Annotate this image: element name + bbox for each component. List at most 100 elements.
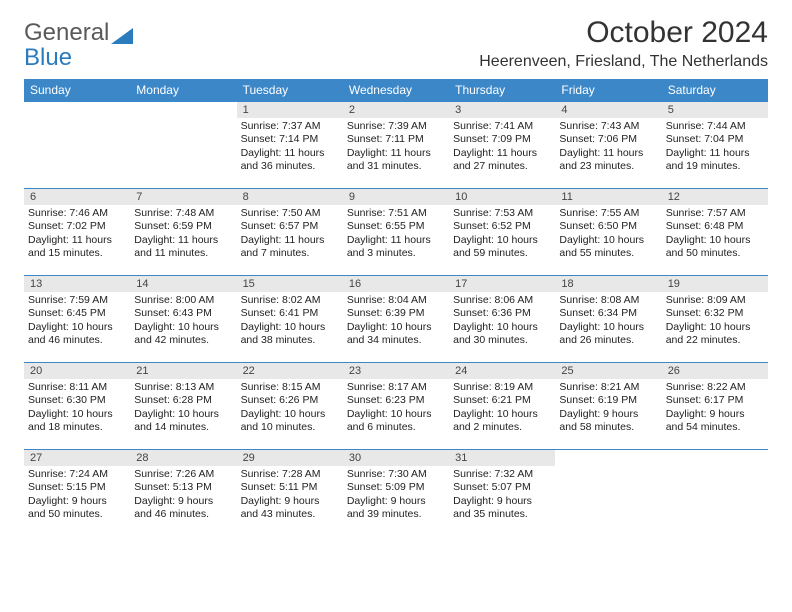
- day-header: Monday: [130, 79, 236, 102]
- calendar-cell: 7Sunrise: 7:48 AMSunset: 6:59 PMDaylight…: [130, 189, 236, 276]
- day-line: and 50 minutes.: [28, 508, 126, 521]
- calendar-cell: 30Sunrise: 7:30 AMSunset: 5:09 PMDayligh…: [343, 450, 449, 537]
- day-number: 22: [237, 363, 343, 379]
- day-line: Sunset: 6:23 PM: [347, 394, 445, 407]
- calendar-cell: 5Sunrise: 7:44 AMSunset: 7:04 PMDaylight…: [662, 102, 768, 189]
- day-line: Sunrise: 7:53 AM: [453, 207, 551, 220]
- calendar-cell: 1Sunrise: 7:37 AMSunset: 7:14 PMDaylight…: [237, 102, 343, 189]
- day-line: Daylight: 10 hours: [666, 321, 764, 334]
- day-line: and 11 minutes.: [134, 247, 232, 260]
- day-line: Sunset: 6:52 PM: [453, 220, 551, 233]
- day-line: Daylight: 9 hours: [559, 408, 657, 421]
- calendar-cell: 2Sunrise: 7:39 AMSunset: 7:11 PMDaylight…: [343, 102, 449, 189]
- day-content: Sunrise: 7:30 AMSunset: 5:09 PMDaylight:…: [343, 466, 449, 526]
- day-content: Sunrise: 7:53 AMSunset: 6:52 PMDaylight:…: [449, 205, 555, 265]
- day-number: 25: [555, 363, 661, 379]
- day-line: Sunset: 6:26 PM: [241, 394, 339, 407]
- day-line: and 34 minutes.: [347, 334, 445, 347]
- day-line: Daylight: 9 hours: [241, 495, 339, 508]
- day-line: Sunset: 6:59 PM: [134, 220, 232, 233]
- calendar-cell: 15Sunrise: 8:02 AMSunset: 6:41 PMDayligh…: [237, 276, 343, 363]
- calendar-cell: [130, 102, 236, 189]
- day-content: Sunrise: 8:22 AMSunset: 6:17 PMDaylight:…: [662, 379, 768, 439]
- day-content: Sunrise: 8:19 AMSunset: 6:21 PMDaylight:…: [449, 379, 555, 439]
- day-line: Daylight: 9 hours: [453, 495, 551, 508]
- day-line: Sunrise: 7:57 AM: [666, 207, 764, 220]
- day-content: Sunrise: 8:06 AMSunset: 6:36 PMDaylight:…: [449, 292, 555, 352]
- day-line: and 55 minutes.: [559, 247, 657, 260]
- day-line: Daylight: 11 hours: [134, 234, 232, 247]
- day-content: [24, 118, 130, 124]
- day-content: [130, 118, 236, 124]
- day-number: 20: [24, 363, 130, 379]
- day-line: and 10 minutes.: [241, 421, 339, 434]
- day-content: Sunrise: 7:46 AMSunset: 7:02 PMDaylight:…: [24, 205, 130, 265]
- day-number: 14: [130, 276, 236, 292]
- day-number: 9: [343, 189, 449, 205]
- day-number: 6: [24, 189, 130, 205]
- calendar-cell: 28Sunrise: 7:26 AMSunset: 5:13 PMDayligh…: [130, 450, 236, 537]
- day-line: Daylight: 10 hours: [453, 408, 551, 421]
- day-header: Saturday: [662, 79, 768, 102]
- title-block: October 2024 Heerenveen, Friesland, The …: [479, 16, 768, 71]
- day-line: Sunrise: 7:46 AM: [28, 207, 126, 220]
- day-line: and 42 minutes.: [134, 334, 232, 347]
- day-line: Daylight: 10 hours: [241, 408, 339, 421]
- calendar-cell: 16Sunrise: 8:04 AMSunset: 6:39 PMDayligh…: [343, 276, 449, 363]
- day-line: Daylight: 11 hours: [666, 147, 764, 160]
- day-line: Daylight: 10 hours: [134, 321, 232, 334]
- day-number: 26: [662, 363, 768, 379]
- day-line: Daylight: 10 hours: [28, 321, 126, 334]
- calendar-table: SundayMondayTuesdayWednesdayThursdayFrid…: [24, 79, 768, 536]
- day-line: Sunrise: 7:51 AM: [347, 207, 445, 220]
- day-line: and 31 minutes.: [347, 160, 445, 173]
- day-content: Sunrise: 7:26 AMSunset: 5:13 PMDaylight:…: [130, 466, 236, 526]
- day-line: Sunset: 6:17 PM: [666, 394, 764, 407]
- calendar-cell: 6Sunrise: 7:46 AMSunset: 7:02 PMDaylight…: [24, 189, 130, 276]
- day-line: Sunrise: 8:02 AM: [241, 294, 339, 307]
- day-line: Sunset: 6:30 PM: [28, 394, 126, 407]
- calendar-cell: [555, 450, 661, 537]
- day-line: Daylight: 9 hours: [347, 495, 445, 508]
- day-content: Sunrise: 7:28 AMSunset: 5:11 PMDaylight:…: [237, 466, 343, 526]
- day-line: and 46 minutes.: [28, 334, 126, 347]
- day-line: Sunrise: 8:08 AM: [559, 294, 657, 307]
- day-content: Sunrise: 8:15 AMSunset: 6:26 PMDaylight:…: [237, 379, 343, 439]
- day-number: 11: [555, 189, 661, 205]
- day-line: Sunrise: 7:37 AM: [241, 120, 339, 133]
- day-number: [555, 450, 661, 466]
- day-line: Sunrise: 8:04 AM: [347, 294, 445, 307]
- day-line: Sunrise: 8:17 AM: [347, 381, 445, 394]
- day-header: Thursday: [449, 79, 555, 102]
- day-line: Sunrise: 7:41 AM: [453, 120, 551, 133]
- day-content: Sunrise: 8:08 AMSunset: 6:34 PMDaylight:…: [555, 292, 661, 352]
- day-line: and 36 minutes.: [241, 160, 339, 173]
- calendar-cell: 17Sunrise: 8:06 AMSunset: 6:36 PMDayligh…: [449, 276, 555, 363]
- day-line: Sunset: 6:43 PM: [134, 307, 232, 320]
- day-content: Sunrise: 7:24 AMSunset: 5:15 PMDaylight:…: [24, 466, 130, 526]
- day-line: Sunrise: 7:43 AM: [559, 120, 657, 133]
- day-number: 10: [449, 189, 555, 205]
- day-line: and 15 minutes.: [28, 247, 126, 260]
- day-number: 17: [449, 276, 555, 292]
- logo-triangle-icon: [111, 28, 133, 44]
- calendar-cell: [662, 450, 768, 537]
- day-number: 8: [237, 189, 343, 205]
- day-line: and 58 minutes.: [559, 421, 657, 434]
- day-line: Sunrise: 8:21 AM: [559, 381, 657, 394]
- day-line: and 19 minutes.: [666, 160, 764, 173]
- logo: General Blue: [24, 20, 133, 70]
- day-line: Sunset: 6:28 PM: [134, 394, 232, 407]
- day-line: Sunrise: 8:13 AM: [134, 381, 232, 394]
- day-line: Sunset: 6:36 PM: [453, 307, 551, 320]
- day-line: and 7 minutes.: [241, 247, 339, 260]
- day-line: and 2 minutes.: [453, 421, 551, 434]
- day-line: Sunrise: 7:39 AM: [347, 120, 445, 133]
- calendar-cell: 23Sunrise: 8:17 AMSunset: 6:23 PMDayligh…: [343, 363, 449, 450]
- day-content: Sunrise: 8:00 AMSunset: 6:43 PMDaylight:…: [130, 292, 236, 352]
- day-number: 2: [343, 102, 449, 118]
- calendar-cell: 29Sunrise: 7:28 AMSunset: 5:11 PMDayligh…: [237, 450, 343, 537]
- location: Heerenveen, Friesland, The Netherlands: [479, 53, 768, 71]
- day-line: and 22 minutes.: [666, 334, 764, 347]
- day-line: and 38 minutes.: [241, 334, 339, 347]
